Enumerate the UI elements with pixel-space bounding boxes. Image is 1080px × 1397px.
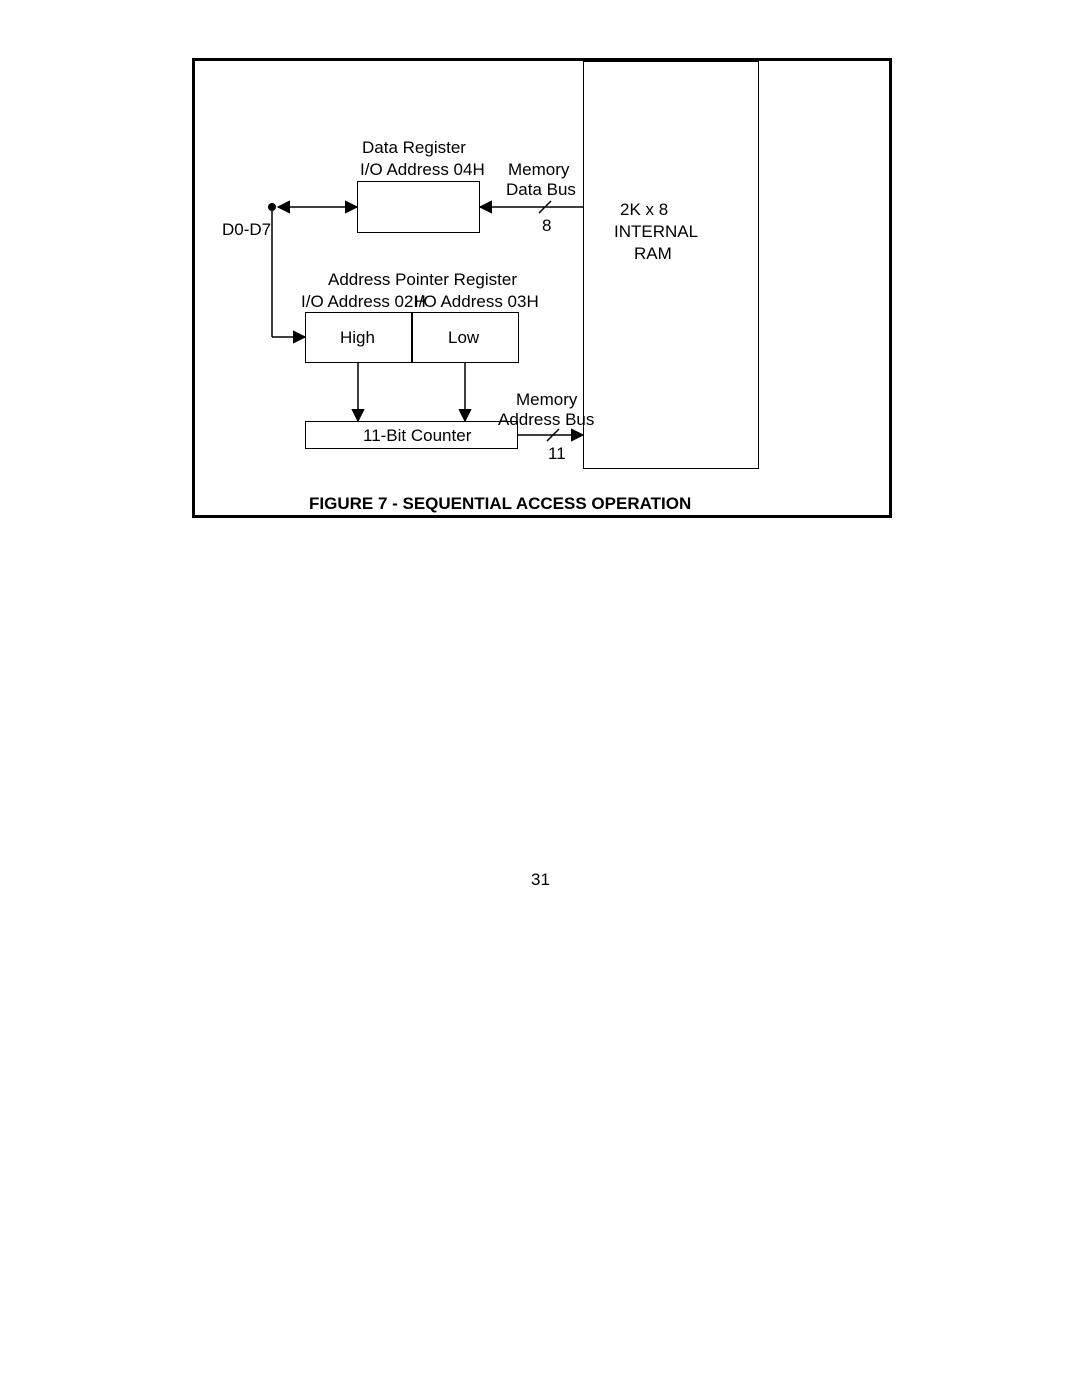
- figure-caption: FIGURE 7 - SEQUENTIAL ACCESS OPERATION: [309, 494, 691, 514]
- data-register-addr: I/O Address 04H: [360, 160, 485, 180]
- memory-data-bus-line2: Data Bus: [506, 180, 576, 200]
- apr-title: Address Pointer Register: [328, 270, 517, 290]
- page: Data Register I/O Address 04H D0-D7 Memo…: [0, 0, 1080, 1397]
- memory-data-bus-line1: Memory: [508, 160, 569, 180]
- figure-frame: [192, 58, 892, 518]
- apr-low-label: Low: [448, 328, 479, 348]
- addr-bus-width: 11: [548, 444, 566, 464]
- ram-line3: RAM: [634, 244, 672, 264]
- page-number: 31: [531, 870, 550, 890]
- apr-addr-low: I/O Address 03H: [414, 292, 539, 312]
- ram-line2: INTERNAL: [614, 222, 698, 242]
- memory-addr-bus-line1: Memory: [516, 390, 577, 410]
- data-register-title: Data Register: [362, 138, 466, 158]
- data-bus-width: 8: [542, 216, 551, 236]
- apr-high-label: High: [340, 328, 375, 348]
- ram-box: [583, 61, 759, 469]
- data-register-box: [357, 181, 480, 233]
- ram-line1: 2K x 8: [620, 200, 668, 220]
- counter-label: 11-Bit Counter: [363, 426, 471, 446]
- memory-addr-bus-line2: Address Bus: [498, 410, 594, 430]
- apr-addr-high: I/O Address 02H: [301, 292, 426, 312]
- d0d7-label: D0-D7: [222, 220, 271, 240]
